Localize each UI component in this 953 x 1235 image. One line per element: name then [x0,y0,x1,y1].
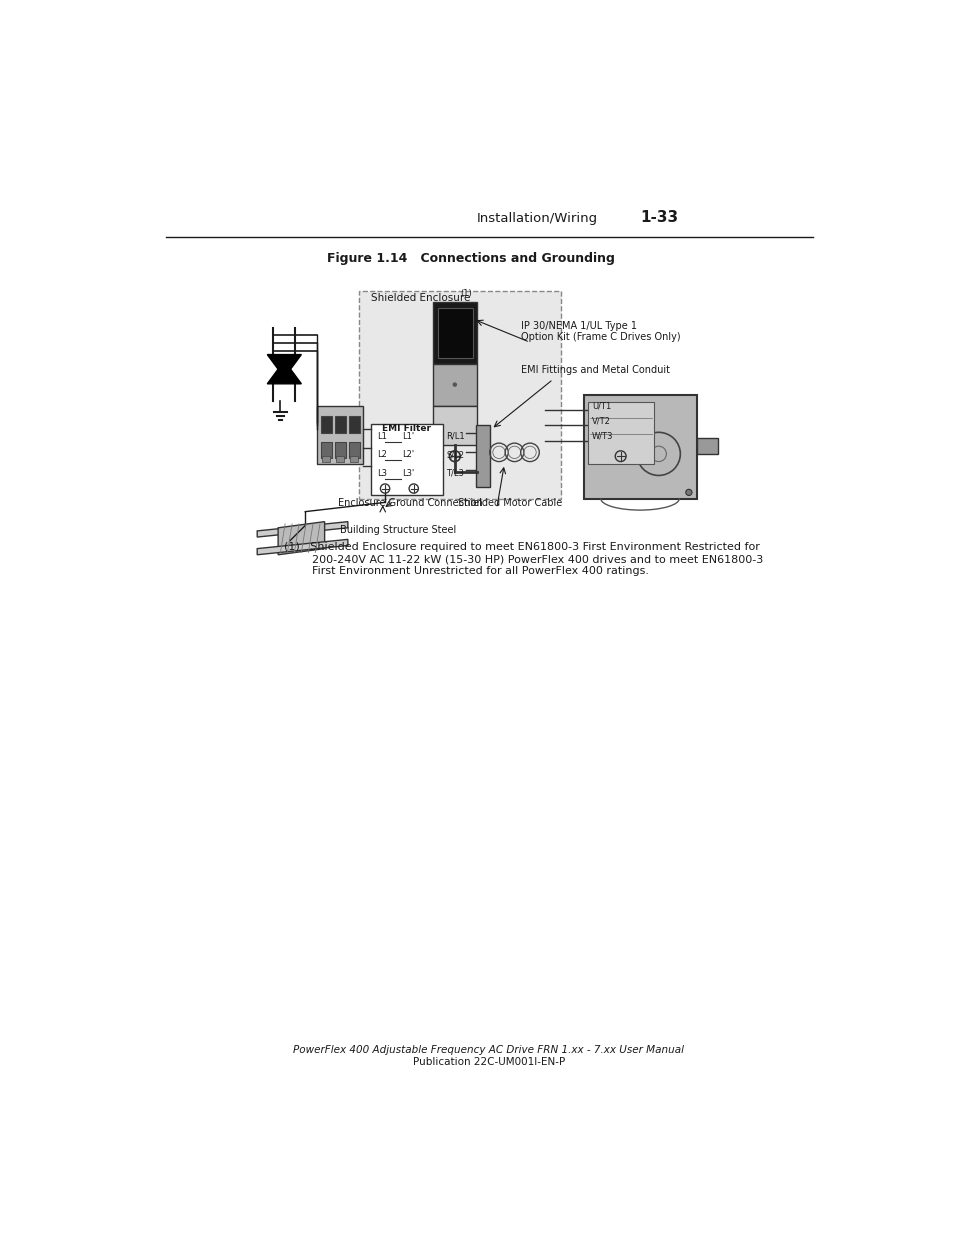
Text: W/T3: W/T3 [592,432,613,441]
Polygon shape [267,354,301,378]
Text: Installation/Wiring: Installation/Wiring [476,212,598,225]
Polygon shape [257,521,348,537]
Text: L2': L2' [402,451,414,459]
Bar [335,456,344,462]
Bar [322,456,330,462]
Text: Shielded Motor Cable: Shielded Motor Cable [457,498,561,508]
Polygon shape [257,540,348,555]
Bar [320,416,332,433]
Bar [348,442,359,458]
Text: Shielded Enclosure: Shielded Enclosure [371,293,470,303]
Bar [476,425,489,487]
Bar [371,424,443,495]
Text: IP 30/NEMA 1/UL Type 1: IP 30/NEMA 1/UL Type 1 [520,321,636,331]
Text: 200-240V AC 11-22 kW (15-30 HP) PowerFlex 400 drives and to meet EN61800-3: 200-240V AC 11-22 kW (15-30 HP) PowerFle… [283,555,762,564]
Text: L1': L1' [402,432,414,441]
Bar [433,406,476,445]
Bar [696,438,718,454]
Bar [433,364,476,406]
Text: First Environment Unrestricted for all PowerFlex 400 ratings.: First Environment Unrestricted for all P… [283,566,648,576]
Bar [348,416,359,433]
Circle shape [453,383,456,387]
Circle shape [685,489,691,495]
Text: Publication 22C-UM001I-EN-P: Publication 22C-UM001I-EN-P [413,1057,564,1067]
Text: Enclosure Ground Connection: Enclosure Ground Connection [337,498,482,508]
Text: L3': L3' [402,469,414,478]
Text: T/L3: T/L3 [446,469,464,478]
Polygon shape [267,361,301,384]
Bar [335,416,345,433]
Polygon shape [278,521,324,555]
Bar [320,442,332,458]
Text: Option Kit (Frame C Drives Only): Option Kit (Frame C Drives Only) [520,332,679,342]
Text: EMI Filter: EMI Filter [382,424,431,433]
Bar [316,406,363,464]
Bar [587,403,654,464]
Text: 1-33: 1-33 [639,210,678,225]
Text: Figure 1.14   Connections and Grounding: Figure 1.14 Connections and Grounding [327,252,614,266]
Text: Building Structure Steel: Building Structure Steel [340,525,456,535]
Text: R/L1: R/L1 [446,432,464,441]
Bar [350,456,357,462]
Bar [359,290,560,499]
Text: S/L2: S/L2 [446,451,464,459]
Text: (1)   Shielded Enclosure required to meet EN61800-3 First Environment Restricted: (1) Shielded Enclosure required to meet … [283,542,759,552]
Text: U/T1: U/T1 [592,401,611,410]
Text: PowerFlex 400 Adjustable Frequency AC Drive FRN 1.xx - 7.xx User Manual: PowerFlex 400 Adjustable Frequency AC Dr… [294,1045,683,1055]
Bar [437,309,472,358]
Text: (1): (1) [459,289,472,299]
Text: L2: L2 [377,451,387,459]
Text: V/T2: V/T2 [592,416,610,425]
Text: L3: L3 [377,469,387,478]
Text: EMI Fittings and Metal Conduit: EMI Fittings and Metal Conduit [520,366,669,375]
Bar [433,303,476,364]
Text: L1: L1 [377,432,387,441]
Bar [335,442,345,458]
Bar [583,395,696,499]
